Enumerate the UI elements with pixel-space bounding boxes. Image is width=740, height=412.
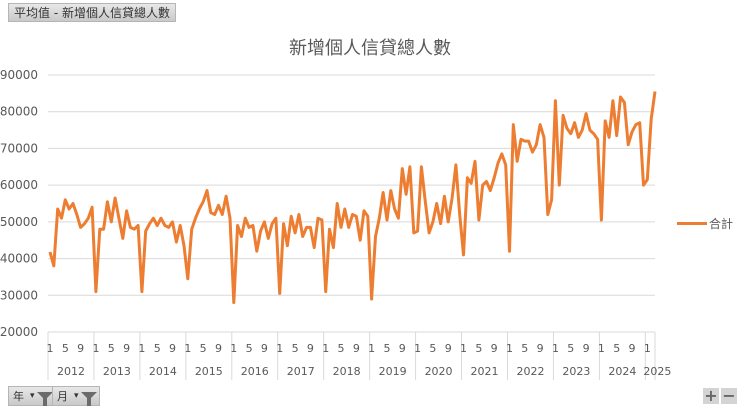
svg-text:5: 5 bbox=[154, 342, 161, 355]
svg-text:5: 5 bbox=[246, 342, 253, 355]
svg-text:1: 1 bbox=[414, 342, 421, 355]
month-field-button[interactable]: 月 ▾ bbox=[52, 386, 100, 406]
svg-text:1: 1 bbox=[322, 342, 329, 355]
svg-text:2018: 2018 bbox=[333, 365, 361, 378]
dropdown-arrow-icon: ▾ bbox=[30, 391, 35, 401]
svg-text:1: 1 bbox=[92, 342, 99, 355]
svg-text:1: 1 bbox=[598, 342, 605, 355]
svg-text:2022: 2022 bbox=[516, 365, 544, 378]
svg-text:9: 9 bbox=[77, 342, 84, 355]
expand-field-button[interactable]: + bbox=[703, 386, 719, 405]
value-field-button[interactable]: 平均值 - 新增個人信貸總人數 bbox=[8, 3, 176, 22]
legend: 合計 bbox=[677, 215, 733, 232]
svg-text:60000: 60000 bbox=[0, 178, 38, 192]
svg-text:2017: 2017 bbox=[287, 365, 315, 378]
svg-text:9: 9 bbox=[307, 342, 314, 355]
svg-text:5: 5 bbox=[613, 342, 620, 355]
svg-text:90000: 90000 bbox=[0, 68, 38, 82]
svg-text:1: 1 bbox=[460, 342, 467, 355]
svg-text:5: 5 bbox=[567, 342, 574, 355]
svg-text:5: 5 bbox=[108, 342, 115, 355]
svg-text:5: 5 bbox=[475, 342, 482, 355]
svg-text:2021: 2021 bbox=[471, 365, 499, 378]
svg-text:1: 1 bbox=[47, 342, 54, 355]
svg-text:1: 1 bbox=[184, 342, 191, 355]
svg-text:9: 9 bbox=[123, 342, 130, 355]
svg-text:9: 9 bbox=[353, 342, 360, 355]
svg-text:1: 1 bbox=[368, 342, 375, 355]
svg-text:2023: 2023 bbox=[562, 365, 590, 378]
svg-text:50000: 50000 bbox=[0, 215, 38, 229]
svg-text:1: 1 bbox=[644, 342, 651, 355]
svg-text:1: 1 bbox=[138, 342, 145, 355]
svg-text:2012: 2012 bbox=[57, 365, 85, 378]
series-line-total bbox=[48, 91, 657, 305]
dropdown-arrow-icon: ▾ bbox=[74, 391, 79, 401]
month-field-label: 月 bbox=[57, 390, 68, 403]
svg-text:9: 9 bbox=[261, 342, 268, 355]
legend-label: 合計 bbox=[709, 217, 734, 231]
svg-text:9: 9 bbox=[537, 342, 544, 355]
svg-text:9: 9 bbox=[169, 342, 176, 355]
gridlines bbox=[48, 74, 655, 333]
svg-text:1: 1 bbox=[276, 342, 283, 355]
svg-text:5: 5 bbox=[383, 342, 390, 355]
svg-text:20000: 20000 bbox=[0, 325, 38, 339]
svg-text:1: 1 bbox=[552, 342, 559, 355]
svg-text:5: 5 bbox=[200, 342, 207, 355]
svg-text:2019: 2019 bbox=[379, 365, 407, 378]
svg-text:2015: 2015 bbox=[195, 365, 223, 378]
filter-icon[interactable] bbox=[80, 392, 97, 406]
svg-text:5: 5 bbox=[62, 342, 69, 355]
svg-text:2025: 2025 bbox=[643, 365, 671, 378]
filter-icon[interactable] bbox=[36, 392, 53, 406]
svg-text:2013: 2013 bbox=[103, 365, 131, 378]
value-field-label: 平均值 - 新增個人信貸總人數 bbox=[14, 6, 170, 20]
svg-text:9: 9 bbox=[629, 342, 636, 355]
svg-text:9: 9 bbox=[445, 342, 452, 355]
svg-text:5: 5 bbox=[521, 342, 528, 355]
svg-text:9: 9 bbox=[583, 342, 590, 355]
svg-text:5: 5 bbox=[429, 342, 436, 355]
svg-text:2024: 2024 bbox=[608, 365, 636, 378]
svg-text:2016: 2016 bbox=[241, 365, 269, 378]
svg-text:9: 9 bbox=[215, 342, 222, 355]
legend-line-swatch bbox=[677, 222, 707, 225]
y-axis-labels: 20000 30000 40000 50000 60000 70000 80000 90000 bbox=[0, 68, 38, 339]
chart-title: 新增個人信貸總人數 bbox=[289, 38, 451, 59]
collapse-field-button[interactable]: − bbox=[721, 386, 737, 405]
svg-text:70000: 70000 bbox=[0, 141, 38, 155]
svg-text:1: 1 bbox=[230, 342, 237, 355]
svg-text:80000: 80000 bbox=[0, 105, 38, 119]
svg-text:9: 9 bbox=[491, 342, 498, 355]
field-zoom-controls: + − bbox=[703, 388, 737, 404]
svg-text:1: 1 bbox=[506, 342, 513, 355]
year-field-label: 年 bbox=[13, 390, 24, 403]
svg-text:5: 5 bbox=[338, 342, 345, 355]
svg-text:9: 9 bbox=[399, 342, 406, 355]
svg-text:2020: 2020 bbox=[425, 365, 453, 378]
svg-text:40000: 40000 bbox=[0, 252, 38, 266]
svg-text:30000: 30000 bbox=[0, 288, 38, 302]
svg-text:2014: 2014 bbox=[149, 365, 177, 378]
svg-text:5: 5 bbox=[292, 342, 299, 355]
year-field-button[interactable]: 年 ▾ bbox=[8, 386, 56, 406]
